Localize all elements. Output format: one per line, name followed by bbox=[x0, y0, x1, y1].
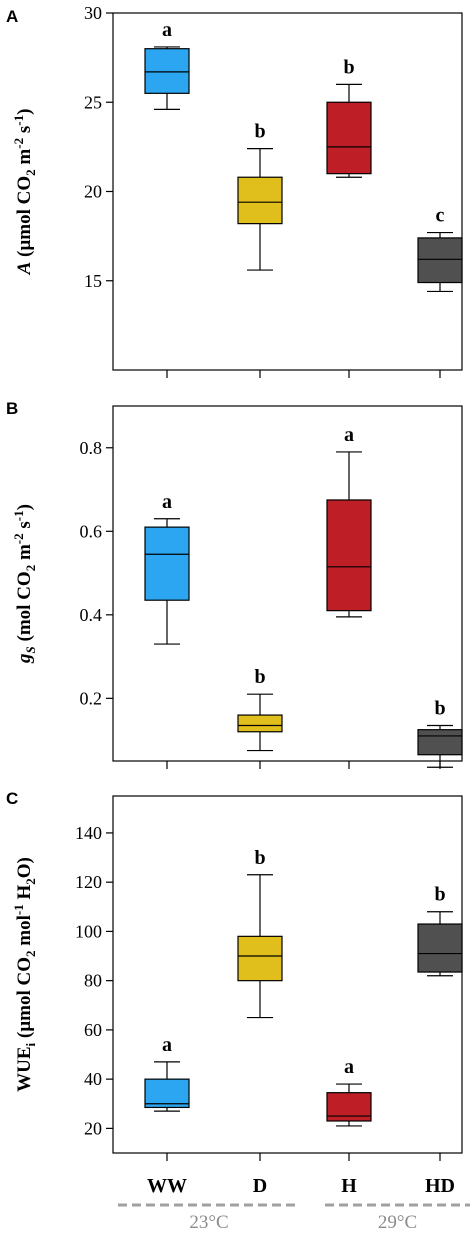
significance-letter: b bbox=[434, 884, 445, 906]
y-tick-label: 80 bbox=[84, 971, 102, 991]
y-tick-label: 20 bbox=[84, 182, 102, 202]
box-iqr bbox=[237, 935, 283, 982]
box-ww: a bbox=[144, 19, 190, 110]
panel-letter: B bbox=[6, 399, 18, 418]
y-tick-label: 120 bbox=[75, 872, 102, 892]
box-iqr bbox=[326, 1092, 372, 1122]
box-iqr bbox=[326, 101, 372, 175]
box-h: a bbox=[326, 424, 372, 618]
box-hd: c bbox=[417, 205, 463, 293]
box-iqr bbox=[417, 923, 463, 973]
panel-a: A 15 20 25 30 A (µmol CO2 m-2 s-1) a b b c bbox=[6, 3, 463, 378]
temperature-group-label: 23°C bbox=[189, 1212, 228, 1233]
significance-letter: a bbox=[344, 1056, 354, 1078]
significance-letter: a bbox=[162, 491, 172, 513]
box-d: b bbox=[237, 666, 283, 752]
box-iqr bbox=[417, 237, 463, 284]
category-label-ww: WW bbox=[147, 1175, 187, 1197]
category-label-h: H bbox=[341, 1175, 357, 1197]
box-hd: b bbox=[417, 884, 463, 977]
y-tick-label: 30 bbox=[84, 3, 102, 23]
significance-letter: c bbox=[436, 205, 445, 227]
y-tick-label: 60 bbox=[84, 1020, 102, 1040]
box-iqr bbox=[326, 499, 372, 612]
temperature-group-label: 29°C bbox=[378, 1212, 417, 1233]
box-hd: b bbox=[417, 698, 463, 768]
y-tick-label: 0.6 bbox=[80, 521, 103, 541]
box-ww: a bbox=[144, 1034, 190, 1112]
box-h: b bbox=[326, 56, 372, 178]
box-d: b bbox=[237, 847, 283, 1019]
y-tick-label: 140 bbox=[75, 823, 102, 843]
y-tick-label: 100 bbox=[75, 921, 102, 941]
panel-b: B 0.2 0.4 0.6 0.8 gS (mol CO2 m-2 s-1) a b a b bbox=[6, 399, 463, 769]
panel-letter: C bbox=[6, 789, 18, 808]
category-label-hd: HD bbox=[425, 1175, 455, 1197]
box-iqr bbox=[237, 176, 283, 225]
y-tick-label: 0.8 bbox=[80, 438, 103, 458]
box-iqr bbox=[144, 1078, 190, 1109]
significance-letter: b bbox=[254, 666, 265, 688]
significance-letter: b bbox=[254, 121, 265, 143]
box-iqr bbox=[237, 714, 283, 733]
box-iqr bbox=[417, 729, 463, 756]
box-d: b bbox=[237, 121, 283, 271]
significance-letter: b bbox=[343, 56, 354, 78]
y-tick-label: 0.2 bbox=[80, 688, 103, 708]
significance-letter: b bbox=[434, 698, 445, 720]
significance-letter: a bbox=[162, 19, 172, 41]
y-axis-label: gS (mol CO2 m-2 s-1) bbox=[11, 504, 38, 664]
y-tick-label: 15 bbox=[84, 271, 102, 291]
y-axis-label: A (µmol CO2 m-2 s-1) bbox=[11, 109, 38, 276]
category-label-d: D bbox=[253, 1175, 267, 1197]
y-tick-label: 40 bbox=[84, 1069, 102, 1089]
panel-c: C 20 40 60 80 100 120 140 WUEi (µmol CO2 mol-1 H… bbox=[6, 789, 463, 1161]
box-h: a bbox=[326, 1056, 372, 1127]
y-tick-label: 25 bbox=[84, 92, 102, 112]
significance-letter: b bbox=[254, 847, 265, 869]
y-axis-label: WUEi (µmol CO2 mol-1 H2O) bbox=[11, 857, 38, 1092]
panel-letter: A bbox=[6, 7, 18, 26]
box-ww: a bbox=[144, 491, 190, 645]
significance-letter: a bbox=[162, 1034, 172, 1056]
box-iqr bbox=[144, 526, 190, 601]
plot-frame bbox=[112, 405, 463, 762]
box-iqr bbox=[144, 48, 190, 94]
y-tick-label: 0.4 bbox=[80, 605, 103, 625]
y-tick-label: 20 bbox=[84, 1118, 102, 1138]
plot-frame bbox=[112, 795, 463, 1154]
significance-letter: a bbox=[344, 424, 354, 446]
